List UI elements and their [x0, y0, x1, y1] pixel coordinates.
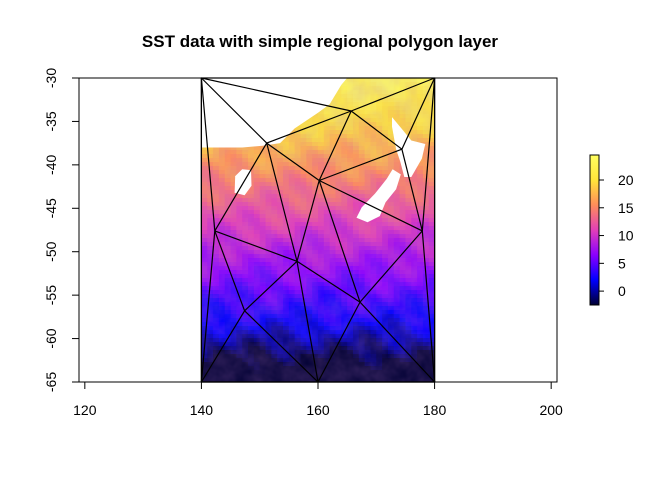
polygon-edge-30	[200, 310, 246, 383]
polygon-edge-6	[401, 77, 436, 150]
polygon-edge-10	[318, 110, 352, 181]
polygon-edge-18	[318, 180, 361, 303]
y-tick-label--55: -55	[43, 285, 59, 305]
x-tick-label-200: 200	[539, 402, 563, 418]
polygon-edge-1	[201, 77, 352, 112]
polygon-edge-13	[214, 142, 268, 232]
x-tick-label-180: 180	[423, 402, 447, 418]
land-3	[392, 117, 426, 177]
colorbar-label-15: 15	[618, 200, 634, 216]
polygon-edge-11	[350, 110, 403, 150]
polygon-edge-25	[296, 260, 361, 303]
y-tick-label--40: -40	[43, 155, 59, 175]
y-tick-label--45: -45	[43, 198, 59, 218]
polygon-edge-9	[266, 110, 352, 144]
y-tick-label--65: -65	[43, 372, 59, 392]
polygon-edge-17	[296, 180, 320, 262]
polygon-edge-28	[317, 301, 361, 383]
x-tick-label-120: 120	[73, 402, 97, 418]
polygon-edge-14	[266, 142, 298, 262]
polygon-edge-3	[200, 77, 216, 231]
polygon-edge-12	[266, 142, 320, 181]
land-1	[202, 78, 348, 148]
polygon-edge-29	[359, 301, 436, 383]
polygon-edge-16	[318, 179, 423, 232]
polygon-edge-27	[296, 261, 319, 383]
land-4	[356, 169, 401, 223]
polygon-edge-22	[200, 230, 216, 383]
colorbar-legend: 0 5 10 15 20	[589, 154, 634, 306]
colorbar-label-20: 20	[618, 172, 634, 188]
chart-title: SST data with simple regional polygon la…	[142, 32, 499, 51]
colorbar-label-10: 10	[618, 228, 634, 244]
polygon-edge-20	[214, 230, 298, 262]
polygon-edge-5	[350, 77, 435, 112]
polygon-edge-23	[359, 230, 423, 303]
x-tick-label-160: 160	[306, 402, 330, 418]
colorbar-ramp	[589, 154, 600, 306]
y-tick-label--30: -30	[43, 68, 59, 88]
x-axis: 120 140 160 180 200	[73, 381, 563, 418]
polygon-edge-2	[200, 77, 268, 144]
y-tick-label--35: -35	[43, 111, 59, 131]
colorbar-label-5: 5	[618, 255, 626, 271]
y-tick-label--50: -50	[43, 241, 59, 261]
polygon-edge-21	[214, 230, 246, 312]
colorbar-label-0: 0	[618, 283, 626, 299]
polygon-edge-31	[244, 310, 319, 383]
y-tick-label--60: -60	[43, 328, 59, 348]
polygon-edge-15	[318, 148, 403, 182]
y-axis: -30 -35 -40 -45 -50 -55 -60 -65	[43, 68, 80, 392]
x-tick-label-140: 140	[190, 402, 214, 418]
polygon-edge-19	[401, 149, 423, 232]
polygon-edge-7	[421, 77, 436, 231]
polygon-edge-26	[244, 260, 298, 312]
polygon-edge-24	[421, 230, 436, 383]
